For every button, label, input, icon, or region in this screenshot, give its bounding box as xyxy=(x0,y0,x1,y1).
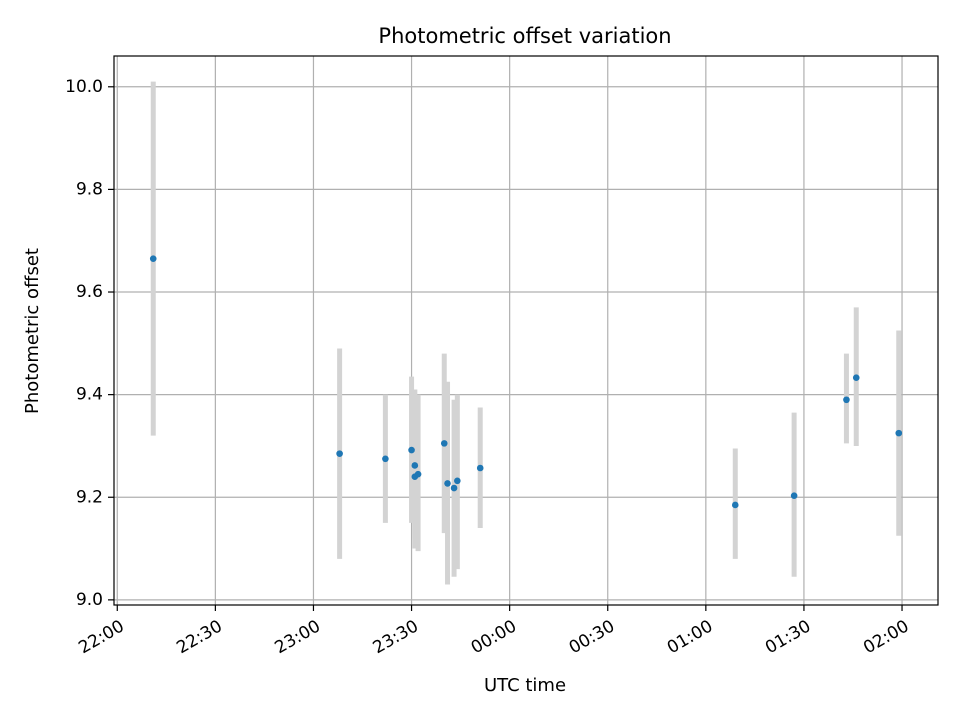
x-axis-label: UTC time xyxy=(484,675,566,696)
data-point xyxy=(895,429,903,437)
y-tick-label: 9.4 xyxy=(76,385,103,405)
y-axis-label: Photometric offset xyxy=(22,248,43,414)
data-point xyxy=(411,462,419,469)
data-point xyxy=(790,492,798,500)
data-point xyxy=(440,440,448,447)
data-points xyxy=(149,255,903,509)
data-point xyxy=(843,396,850,404)
y-tick-label: 9.2 xyxy=(76,487,103,507)
y-tick-label: 9.8 xyxy=(76,179,103,199)
data-point xyxy=(408,446,415,454)
data-point xyxy=(414,470,422,478)
data-point xyxy=(476,464,484,472)
data-point xyxy=(149,255,157,262)
y-tick-label: 10.0 xyxy=(65,77,103,97)
data-point xyxy=(454,477,461,485)
data-point xyxy=(852,374,860,382)
y-axis-ticks: 9.0 9.2 9.4 9.6 9.8 10.0 xyxy=(65,77,114,610)
chart-title: Photometric offset variation xyxy=(378,24,671,48)
y-tick-label: 9.6 xyxy=(76,282,103,302)
y-tick-label: 9.0 xyxy=(76,590,103,610)
grid xyxy=(114,56,938,605)
data-point xyxy=(382,455,389,463)
data-point xyxy=(450,484,458,492)
plot-frame xyxy=(113,55,939,606)
data-point xyxy=(336,450,343,457)
data-point xyxy=(731,501,739,509)
data-point xyxy=(444,480,451,487)
